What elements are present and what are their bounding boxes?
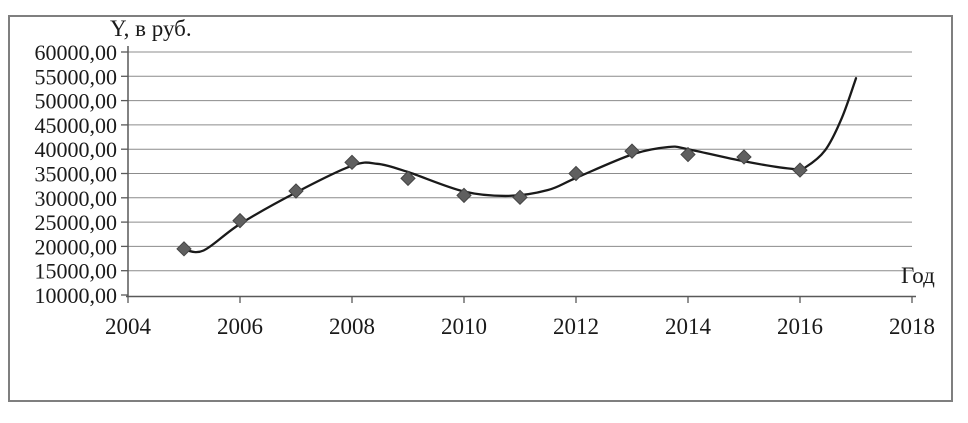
- data-point-marker: [344, 154, 360, 171]
- x-tick-label: 2006: [217, 314, 263, 339]
- data-point-marker: [400, 170, 416, 187]
- data-point-marker: [176, 241, 192, 257]
- x-tick-labels: 2004 2006 2008 2010 2012 2014 2016 2018: [105, 314, 935, 339]
- y-tick-label: 20000,00: [35, 234, 118, 259]
- data-point-marker: [624, 143, 640, 159]
- data-point-markers: [176, 143, 808, 257]
- x-tick-label: 2012: [553, 314, 599, 339]
- data-point-marker: [512, 189, 528, 206]
- axes: [121, 46, 916, 303]
- data-point-marker: [232, 212, 248, 229]
- x-tick-label: 2010: [441, 314, 487, 339]
- data-point-marker: [568, 165, 584, 182]
- y-tick-label: 25000,00: [35, 210, 118, 235]
- data-point-marker: [736, 149, 752, 165]
- data-point-marker: [680, 146, 696, 163]
- x-tick-label: 2016: [777, 314, 823, 339]
- chart-title: Y, в руб.: [110, 16, 192, 41]
- y-tick-label: 45000,00: [35, 113, 118, 138]
- trend-curve: [182, 77, 858, 254]
- y-tick-label: 40000,00: [35, 137, 118, 162]
- y-gridlines: [128, 51, 912, 272]
- y-tick-label: 60000,00: [35, 40, 118, 65]
- x-tick-label: 2004: [105, 314, 152, 339]
- y-tick-label: 55000,00: [35, 64, 118, 89]
- data-point-marker: [792, 162, 808, 178]
- data-point-marker: [288, 183, 304, 199]
- x-tick-label: 2008: [329, 314, 375, 339]
- y-tick-label: 10000,00: [35, 283, 118, 308]
- x-tick-label: 2014: [665, 314, 712, 339]
- data-point-marker: [456, 187, 472, 204]
- chart-frame: [8, 15, 953, 402]
- y-tick-label: 30000,00: [35, 186, 118, 211]
- y-tick-label: 15000,00: [35, 259, 118, 284]
- x-tick-label: 2018: [889, 314, 935, 339]
- y-tick-label: 35000,00: [35, 162, 118, 187]
- y-tick-label: 50000,00: [35, 89, 118, 114]
- y-tick-labels: 10000,0015000,0020000,0025000,0030000,00…: [35, 40, 118, 308]
- x-axis-label: Год: [901, 263, 935, 288]
